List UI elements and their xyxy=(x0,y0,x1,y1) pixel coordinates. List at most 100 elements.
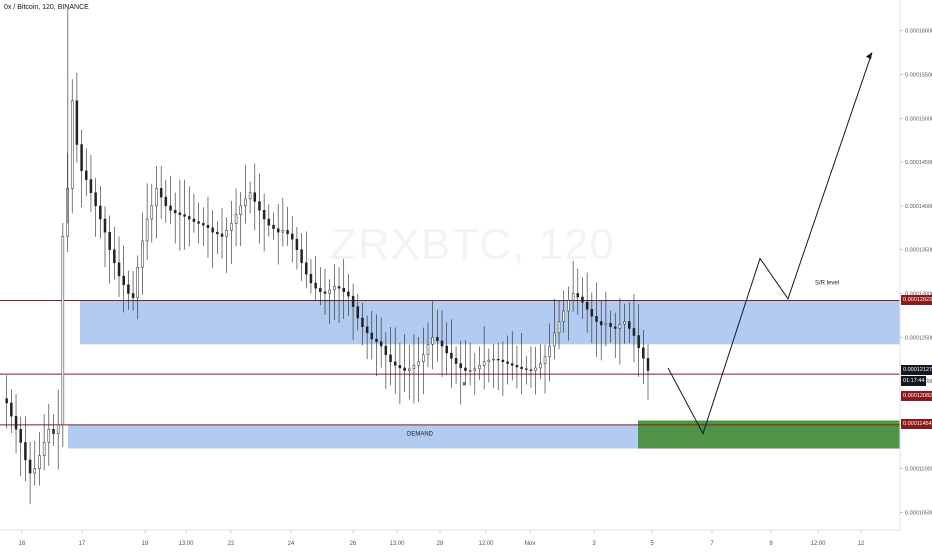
candle-body xyxy=(89,179,93,193)
candle-body xyxy=(164,196,168,207)
x-tick-label: 13:00 xyxy=(178,541,194,547)
candle-body xyxy=(328,289,331,294)
candle-body xyxy=(145,218,149,242)
candle-body xyxy=(384,345,388,356)
chart-title[interactable]: 0x / Bitcoin, 120, BINANCE xyxy=(4,4,89,11)
candle-body xyxy=(347,291,350,297)
x-tick-label: 22 xyxy=(228,541,235,547)
candle-body xyxy=(426,344,430,356)
candle-body xyxy=(150,205,154,220)
candle-body xyxy=(323,291,327,294)
x-tick-label: 17 xyxy=(79,541,86,547)
candle-body xyxy=(609,323,612,328)
x-tick-label: 28 xyxy=(437,541,444,547)
candle-body xyxy=(300,249,303,264)
candle-body xyxy=(375,338,378,342)
candle-body xyxy=(305,262,308,275)
candle-body xyxy=(113,249,116,264)
x-tick-label: 5 xyxy=(650,541,654,547)
x-marker: x xyxy=(462,381,466,387)
annotations-layer: S/R level x DEMAND xyxy=(407,281,839,438)
candle-body xyxy=(19,429,22,443)
candle-body xyxy=(525,368,528,370)
candle-body xyxy=(408,368,411,371)
candle-body xyxy=(159,188,163,198)
candle-body xyxy=(131,293,135,299)
candle-body xyxy=(389,354,392,363)
candle-body xyxy=(187,216,191,220)
x-tick-label: 16 xyxy=(19,541,26,547)
candle-body xyxy=(496,358,500,361)
candle-body xyxy=(333,286,336,291)
candle-body xyxy=(590,308,594,317)
candle-body xyxy=(309,273,313,284)
x-tick-label: 19 xyxy=(142,541,149,547)
candle-body xyxy=(281,230,285,233)
y-tick-label: 0.00014000 xyxy=(905,204,932,210)
candle-body xyxy=(628,321,631,329)
candle-body xyxy=(80,144,83,172)
candle-body xyxy=(155,188,158,207)
candle-body xyxy=(642,347,645,359)
candle-body xyxy=(216,231,219,235)
candle-body xyxy=(440,340,444,347)
candle-body xyxy=(178,212,182,215)
candle-body xyxy=(637,335,640,349)
candle-body xyxy=(576,293,580,298)
candle-body xyxy=(33,468,37,474)
candle-body xyxy=(38,455,41,469)
candle-body xyxy=(585,301,589,310)
candle-body xyxy=(459,363,463,369)
price-label-demand: 0.00011454 xyxy=(901,418,932,429)
candle-body xyxy=(613,326,617,329)
candle-body xyxy=(604,323,608,326)
candle-body xyxy=(103,218,107,233)
candle-body xyxy=(286,230,289,235)
sr-level-label: S/R level xyxy=(815,281,839,287)
candle-body xyxy=(239,205,242,215)
price-label-sr-mid: 0.00012082 xyxy=(901,391,932,402)
price-label-current: 0.00012127 xyxy=(901,364,932,375)
candle-body xyxy=(450,352,453,359)
zones-layer xyxy=(68,300,900,449)
candle-body xyxy=(529,369,533,371)
y-tick-label: 0.00016000 xyxy=(905,29,932,35)
candle-body xyxy=(342,287,345,292)
candle-body xyxy=(61,236,65,426)
price-label-countdown: 01:17:44 xyxy=(901,375,927,386)
candle-body xyxy=(618,323,622,329)
candle-body xyxy=(534,367,537,371)
candle-body xyxy=(454,358,458,364)
candle-body xyxy=(403,367,406,371)
candle-body xyxy=(85,170,88,180)
candle-body xyxy=(183,214,186,217)
projection-arrowhead xyxy=(866,52,872,60)
candle-body xyxy=(492,358,495,361)
x-tick-label: 12:00 xyxy=(478,541,494,547)
horizontal-lines-layer xyxy=(0,299,900,426)
y-tick-label: 0.00012500 xyxy=(905,335,932,341)
candle-body xyxy=(361,317,364,328)
y-tick-label: 0.00013000 xyxy=(905,291,932,297)
candle-body xyxy=(506,361,509,364)
candle-body xyxy=(75,100,79,145)
candle-body xyxy=(478,365,481,370)
candle-body xyxy=(379,341,383,347)
candle-body xyxy=(234,214,238,224)
candle-body xyxy=(202,223,205,226)
candle-body xyxy=(468,370,472,372)
projection-layer xyxy=(667,52,873,435)
y-tick-label: 0.00010500 xyxy=(905,510,932,516)
x-axis-ticks[interactable]: 16 17 19 13:00 22 24 26 13:00 28 12:00 Nov 3 5 7 9 12:0… xyxy=(19,530,865,547)
candle-body xyxy=(464,367,467,371)
candle-body xyxy=(567,300,570,312)
price-label-sr-top: 0.00012923 xyxy=(901,295,932,306)
candle-body xyxy=(571,293,575,301)
candle-body xyxy=(14,415,18,430)
projection-line[interactable] xyxy=(667,52,873,435)
x-tick-label: 9 xyxy=(769,541,773,547)
x-tick-label: 26 xyxy=(350,541,357,547)
candle-body xyxy=(5,398,8,404)
